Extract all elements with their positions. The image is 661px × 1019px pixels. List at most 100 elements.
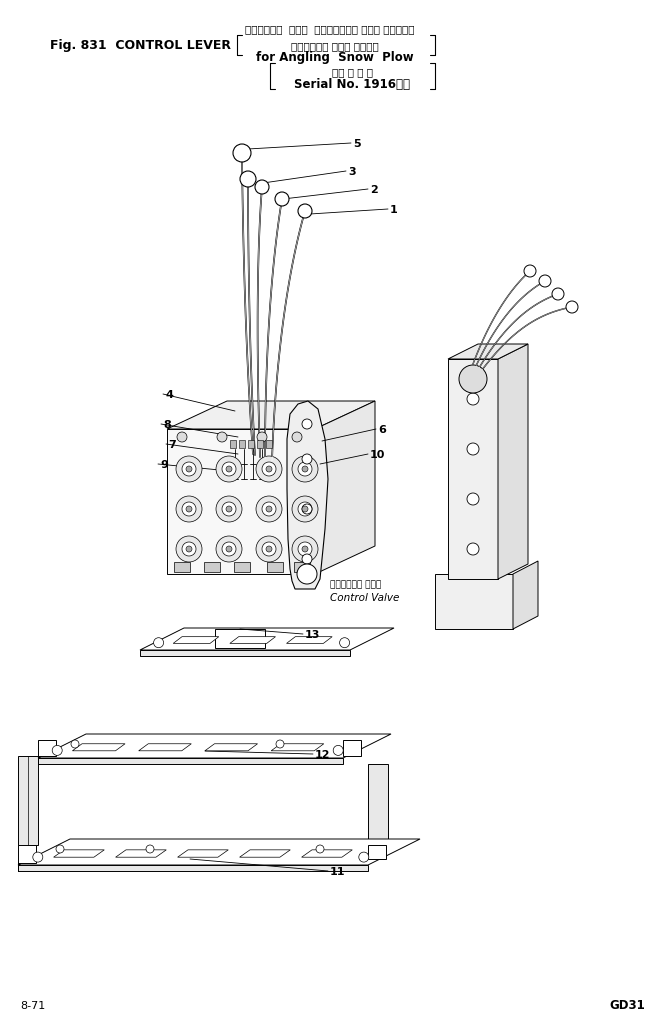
Bar [234,562,250,573]
Circle shape [539,276,551,287]
Circle shape [266,546,272,552]
Circle shape [298,463,312,477]
Circle shape [255,180,269,195]
Circle shape [459,366,487,393]
Polygon shape [73,744,125,751]
Circle shape [240,172,256,187]
Circle shape [302,506,308,513]
Circle shape [216,536,242,562]
Circle shape [302,554,312,565]
Text: GD31: GD31 [609,999,645,1012]
Circle shape [298,205,312,219]
Circle shape [359,852,369,862]
Text: 8-71: 8-71 [20,1000,45,1010]
Polygon shape [301,850,352,857]
Circle shape [176,536,202,562]
Polygon shape [315,401,375,575]
Circle shape [52,746,62,756]
Circle shape [182,542,196,556]
Text: 9: 9 [160,460,168,470]
Circle shape [177,433,187,442]
Text: 3: 3 [348,167,356,177]
Circle shape [467,543,479,555]
Polygon shape [139,744,191,751]
Circle shape [182,463,196,477]
Bar [204,562,220,573]
Polygon shape [18,845,36,871]
Circle shape [222,463,236,477]
Text: Serial No. 1916～）: Serial No. 1916～） [294,78,410,92]
Text: コントロール バルブ: コントロール バルブ [330,580,381,589]
Polygon shape [271,744,324,751]
Polygon shape [286,637,332,644]
Text: 1: 1 [390,205,398,215]
Circle shape [176,496,202,523]
Circle shape [256,496,282,523]
Polygon shape [38,758,343,764]
Polygon shape [448,360,498,580]
Circle shape [222,542,236,556]
Circle shape [467,443,479,455]
Circle shape [233,145,251,163]
Bar [266,440,272,448]
Text: コントロール  レバー  （アングリング スノウ プラウ用）: コントロール レバー （アングリング スノウ プラウ用） [245,24,414,34]
Text: 4: 4 [165,389,173,399]
Circle shape [226,506,232,513]
Bar [239,440,245,448]
Polygon shape [287,401,328,589]
Circle shape [256,457,282,483]
Circle shape [186,467,192,473]
Circle shape [266,506,272,513]
Polygon shape [38,735,391,758]
Text: 2: 2 [370,184,377,195]
Circle shape [257,433,267,442]
Circle shape [298,502,312,517]
Circle shape [524,266,536,278]
Circle shape [298,542,312,556]
Circle shape [146,845,154,853]
Circle shape [186,546,192,552]
Text: 6: 6 [378,425,386,434]
Circle shape [316,845,324,853]
Text: 12: 12 [315,749,330,759]
Circle shape [467,393,479,406]
Polygon shape [343,740,361,756]
Circle shape [340,638,350,648]
Polygon shape [498,344,528,580]
Text: for Angling  Snow  Plow: for Angling Snow Plow [256,51,414,64]
Polygon shape [116,850,167,857]
Polygon shape [448,344,528,360]
Circle shape [262,502,276,517]
Polygon shape [18,756,38,845]
Polygon shape [54,850,104,857]
Polygon shape [513,561,538,630]
Circle shape [153,638,164,648]
Bar [257,440,263,448]
Circle shape [222,502,236,517]
Polygon shape [205,744,258,751]
Polygon shape [18,865,368,871]
Polygon shape [38,740,56,764]
Circle shape [292,496,318,523]
Circle shape [216,457,242,483]
Polygon shape [368,764,388,845]
Polygon shape [167,401,375,430]
Polygon shape [178,850,228,857]
Text: アングリング スノウ プラウ用: アングリング スノウ プラウ用 [291,41,379,51]
Text: 8: 8 [163,420,171,430]
Text: Fig. 831  CONTROL LEVER: Fig. 831 CONTROL LEVER [50,40,240,52]
Polygon shape [173,637,219,644]
Circle shape [71,740,79,748]
Bar [267,562,283,573]
Circle shape [302,546,308,552]
Circle shape [292,433,302,442]
Circle shape [467,493,479,505]
Bar [248,440,254,448]
Circle shape [552,288,564,301]
Circle shape [297,565,317,585]
Bar [230,440,236,448]
Circle shape [276,740,284,748]
Bar [174,562,190,573]
Circle shape [226,546,232,552]
Text: 7: 7 [168,439,176,449]
